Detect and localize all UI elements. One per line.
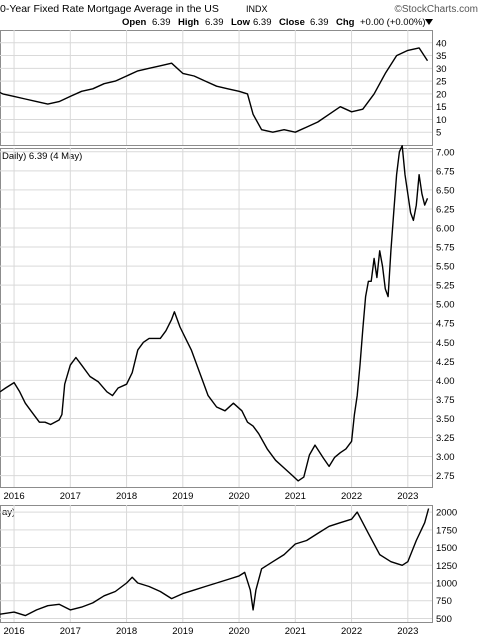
main-price-y-tick-label: 6.75 — [436, 166, 455, 177]
main-price-y-tick-label: 5.25 — [436, 281, 455, 292]
lower-indicator-x-tick-label: 2021 — [285, 626, 306, 637]
lower-indicator-frame — [0, 505, 433, 623]
open-label: Open — [122, 17, 146, 28]
main-price-x-tick-label: 2020 — [228, 491, 249, 502]
lower-indicator-y-tick-label: 750 — [436, 596, 452, 607]
chart-title: 0-Year Fixed Rate Mortgage Average in th… — [0, 3, 219, 15]
main-price-x-tick-label: 2021 — [285, 491, 306, 502]
main-price-y-tick-label: 4.50 — [436, 338, 455, 349]
upper-indicator-series-line — [0, 47, 429, 133]
main-price-y-tick-label: 3.75 — [436, 395, 455, 406]
upper-indicator-y-tick-label: 40 — [436, 38, 447, 49]
upper-indicator-y-tick-label: 30 — [436, 64, 447, 75]
main-price-x-tick-label: 2017 — [60, 491, 81, 502]
lower-indicator-y-tick-label: 500 — [436, 614, 452, 625]
watermark: ©StockCharts.com — [394, 4, 478, 15]
main-price-y-tick-label: 5.75 — [436, 243, 455, 254]
high-value: 6.39 — [205, 17, 224, 28]
main-price-x-tick-label: 2016 — [3, 491, 24, 502]
lower-indicator-y-tick-label: 1000 — [436, 579, 457, 590]
main-price-y-tick-label: 5.50 — [436, 262, 455, 273]
main-price-y-tick-label: 6.50 — [436, 185, 455, 196]
main-price-y-tick-label: 7.00 — [436, 147, 455, 158]
main-price-y-tick-label: 4.00 — [436, 376, 455, 387]
lower-indicator-y-tick-label: 2000 — [436, 508, 457, 519]
main-legend: Daily) 6.39 (4 May) — [2, 151, 82, 162]
main-price-frame — [0, 148, 433, 488]
low-label: Low — [231, 17, 251, 28]
main-price-y-tick-label: 6.00 — [436, 223, 455, 234]
lower-indicator-y-tick-label: 1750 — [436, 525, 457, 536]
exchange-label: INDX — [246, 4, 268, 14]
close-value: 6.39 — [310, 17, 329, 28]
low-value: 6.39 — [253, 17, 272, 28]
main-price-y-tick-label: 5.00 — [436, 300, 455, 311]
down-triangle-icon — [425, 19, 433, 25]
upper-indicator-y-tick-label: 5 — [436, 128, 441, 139]
upper-indicator-y-tick-label: 10 — [436, 115, 447, 126]
main-price-x-tick-label: 2018 — [116, 491, 137, 502]
main-price-y-tick-label: 4.75 — [436, 319, 455, 330]
main-price-series-line — [0, 144, 429, 482]
main-price-x-tick-label: 2022 — [341, 491, 362, 502]
main-price-y-tick-label: 3.50 — [436, 414, 455, 425]
lower-indicator-x-tick-label: 2023 — [397, 626, 418, 637]
main-price-x-tick-label: 2019 — [172, 491, 193, 502]
main-price-y-tick-label: 3.25 — [436, 433, 455, 444]
ohlc-readout: Open 6.39 High 6.39 Low 6.39 Close 6.39 … — [122, 17, 433, 28]
main-price-y-tick-label: 3.00 — [436, 452, 455, 463]
chg-label: Chg — [336, 17, 355, 28]
upper-indicator-frame — [0, 30, 433, 146]
lower-indicator-y-tick-label: 1250 — [436, 561, 457, 572]
lower-indicator-x-tick-label: 2019 — [172, 626, 193, 637]
main-price-x-tick-label: 2023 — [397, 491, 418, 502]
main-price-y-tick-label: 4.25 — [436, 357, 455, 368]
main-price-y-tick-label: 6.25 — [436, 204, 455, 215]
chg-value: +0.00 (+0.00%) — [360, 17, 426, 28]
lower-indicator-y-tick-label: 1500 — [436, 543, 457, 554]
lower-indicator-series-line — [0, 508, 430, 617]
main-price-y-tick-label: 2.75 — [436, 471, 455, 482]
upper-indicator-y-tick-label: 15 — [436, 102, 447, 113]
lower-indicator-x-tick-label: 2016 — [3, 626, 24, 637]
close-label: Close — [279, 17, 305, 28]
chart-header: 0-Year Fixed Rate Mortgage Average in th… — [0, 3, 478, 28]
upper-indicator-y-tick-label: 25 — [436, 77, 447, 88]
lower-indicator-x-tick-label: 2020 — [228, 626, 249, 637]
open-value: 6.39 — [152, 17, 171, 28]
high-label: High — [178, 17, 199, 28]
lower-indicator-x-tick-label: 2017 — [60, 626, 81, 637]
upper-indicator-y-tick-label: 35 — [436, 51, 447, 62]
main-price-panel: Daily) 6.39 (4 May) 2.75 3.00 3.25 3.50 3.75… — [0, 144, 455, 502]
upper-indicator-y-tick-label: 20 — [436, 89, 447, 100]
lower-indicator-x-tick-label: 2022 — [341, 626, 362, 637]
lower-indicator-x-tick-label: 2018 — [116, 626, 137, 637]
